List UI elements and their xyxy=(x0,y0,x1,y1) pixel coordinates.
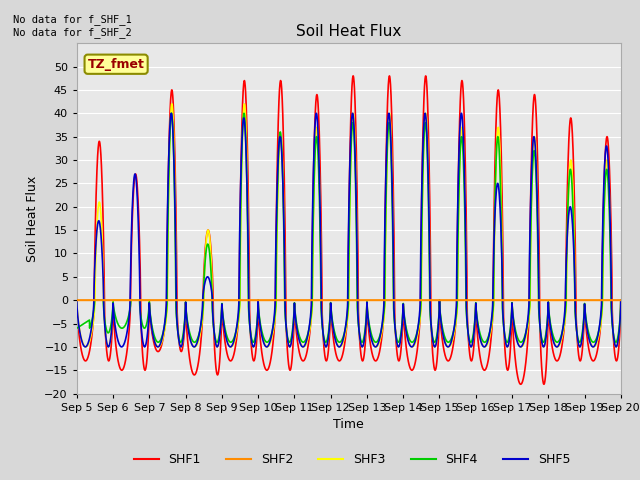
Text: TZ_fmet: TZ_fmet xyxy=(88,58,145,71)
X-axis label: Time: Time xyxy=(333,418,364,431)
Title: Soil Heat Flux: Soil Heat Flux xyxy=(296,24,401,39)
Legend: SHF1, SHF2, SHF3, SHF4, SHF5: SHF1, SHF2, SHF3, SHF4, SHF5 xyxy=(129,448,575,471)
Y-axis label: Soil Heat Flux: Soil Heat Flux xyxy=(26,175,38,262)
Text: No data for f_SHF_1
No data for f_SHF_2: No data for f_SHF_1 No data for f_SHF_2 xyxy=(13,14,132,38)
